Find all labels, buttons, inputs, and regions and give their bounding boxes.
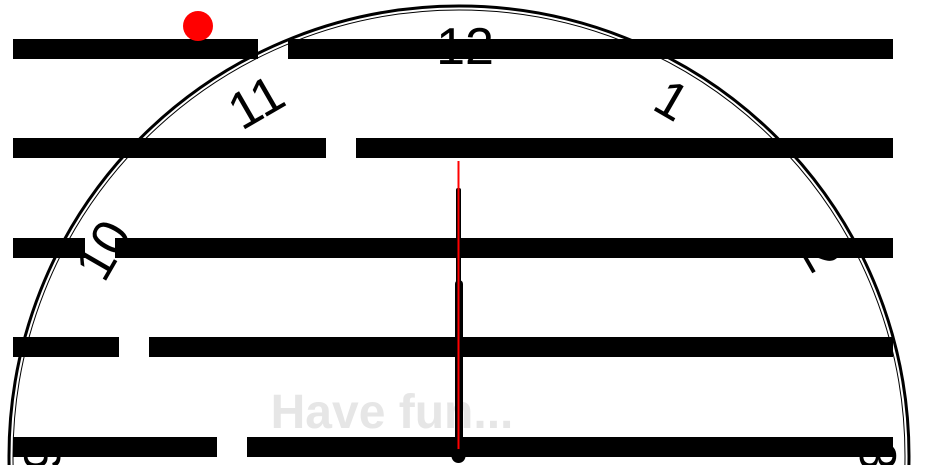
platform-bar-row4-right [149, 337, 893, 357]
platform-bar-row5-right [247, 437, 893, 457]
clock-pivot-icon [451, 449, 466, 463]
platform-bar-row3-left [13, 238, 85, 258]
platform-bar-row4-left [13, 337, 119, 357]
platform-bar-row2-left [13, 138, 326, 158]
platform-bar-row3-right [115, 238, 893, 258]
clock-numeral-11: 11 [219, 64, 295, 141]
platform-bar-row5-left [13, 437, 217, 457]
red-ball-icon[interactable] [183, 11, 213, 41]
platform-bar-row1-left [13, 39, 258, 59]
platform-bar-row2-right [356, 138, 893, 158]
platform-bar-row1-right [288, 39, 893, 59]
watermark-text: Have fun... [271, 386, 514, 439]
clock-numeral-1: 1 [644, 69, 698, 134]
clock-face-outer [7, 4, 911, 465]
